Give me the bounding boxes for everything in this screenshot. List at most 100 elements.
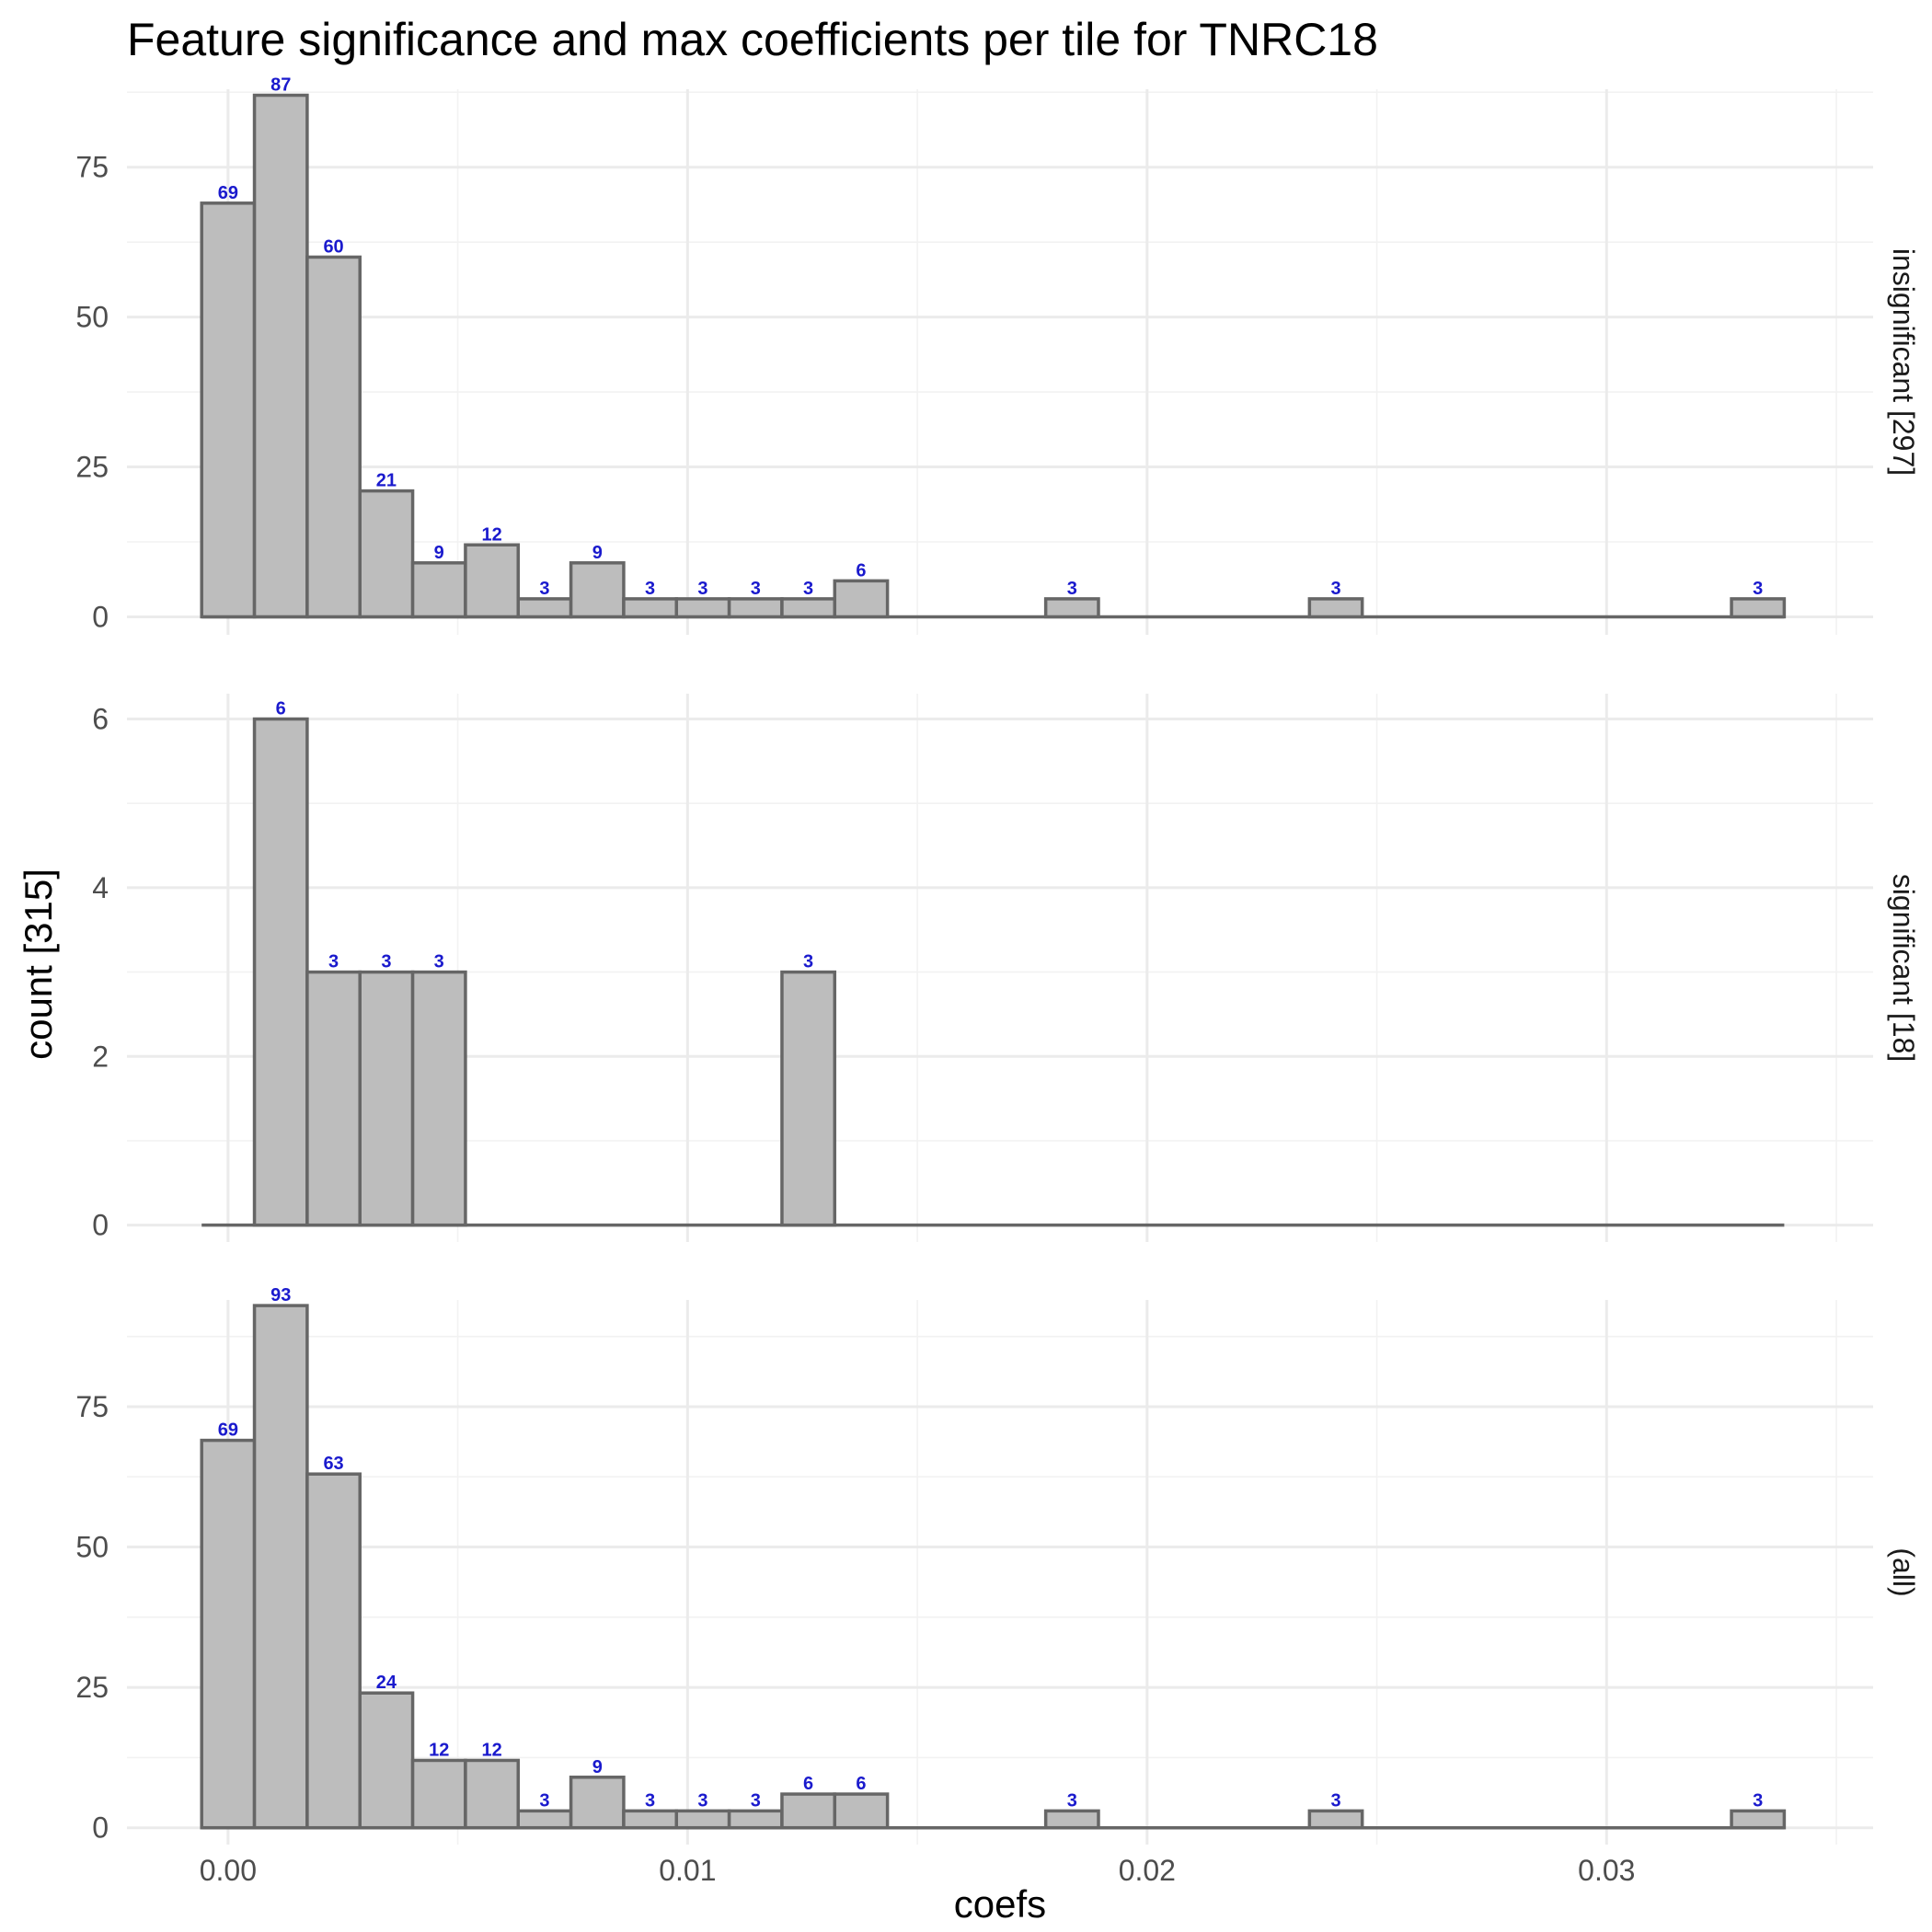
histogram-bar — [1730, 597, 1787, 619]
x-tick-label: 0.00 — [200, 1854, 257, 1887]
y-tick-label: 4 — [92, 871, 109, 904]
histogram-bar — [1043, 597, 1100, 619]
histogram-bar — [569, 1776, 626, 1830]
histogram-bar — [410, 561, 467, 619]
facet-strip-label: significant [18] — [1887, 874, 1920, 1063]
histogram-bar — [410, 970, 467, 1227]
bar-count-label: 21 — [376, 471, 397, 491]
bar-count-label: 87 — [270, 75, 291, 96]
bar-count-label: 3 — [1330, 579, 1340, 599]
histogram-bar — [200, 201, 257, 619]
bar-count-label: 3 — [645, 1790, 655, 1811]
histogram-bar — [780, 970, 837, 1227]
bar-count-label: 93 — [270, 1285, 291, 1305]
bar-count-label: 3 — [539, 1790, 549, 1811]
histogram-bar — [252, 93, 309, 619]
histogram-bar — [1043, 1809, 1100, 1830]
histogram-bar — [358, 970, 415, 1227]
x-tick-label: 0.01 — [659, 1854, 716, 1887]
histogram-bar — [833, 579, 890, 619]
bar-count-label: 3 — [1067, 579, 1077, 599]
histogram-bar — [305, 255, 362, 619]
bar-count-label: 9 — [592, 1757, 603, 1777]
y-tick-label: 50 — [75, 301, 109, 334]
bar-count-label: 9 — [592, 543, 603, 563]
x-axis-ticks: 0.00 0.01 0.02 0.03 — [200, 1854, 1636, 1887]
y-tick-label: 0 — [92, 1209, 109, 1242]
bar-count-label: 3 — [1067, 1790, 1077, 1811]
histogram-bar — [358, 1691, 415, 1830]
bar-count-label: 3 — [803, 952, 813, 972]
bar-count-label: 12 — [481, 524, 501, 545]
histogram-bar — [622, 1809, 679, 1830]
bar-count-label: 6 — [276, 699, 286, 719]
bar-count-label: 69 — [218, 183, 238, 203]
bar-count-label: 3 — [1330, 1790, 1340, 1811]
panel-1: 0 25 50 75 69 87 60 21 9 12 3 9 3 3 3 3 6 3 3 3 insignifican… — [75, 75, 1920, 635]
histogram-bar — [358, 489, 415, 619]
bar-count-label: 12 — [481, 1740, 501, 1760]
bar-count-label: 63 — [323, 1454, 343, 1474]
facet-strip-label: insignificant [297] — [1887, 248, 1920, 476]
bar-count-label: 6 — [856, 560, 866, 581]
histogram-bar — [674, 597, 731, 619]
histogram-bar — [1307, 1809, 1364, 1830]
y-tick-label: 6 — [92, 703, 109, 736]
bar-count-label: 69 — [218, 1420, 238, 1441]
panel-2: 0 2 4 6 6 3 3 3 3 significant [18] — [92, 694, 1920, 1242]
x-tick-label: 0.03 — [1578, 1854, 1635, 1887]
histogram-bar — [674, 1809, 731, 1830]
histogram-bar — [569, 561, 626, 619]
y-tick-label: 25 — [75, 1671, 109, 1704]
x-tick-label: 0.02 — [1119, 1854, 1176, 1887]
y-axis-title: count [315] — [17, 868, 60, 1060]
y-tick-label: 50 — [75, 1531, 109, 1564]
bar-count-label: 6 — [803, 1774, 813, 1794]
bar-count-label: 3 — [697, 1790, 707, 1811]
bar-count-label: 3 — [539, 579, 549, 599]
bar-count-label: 24 — [376, 1673, 397, 1693]
chart-title: Feature significance and max coefficient… — [127, 14, 1378, 65]
histogram-bar — [727, 1809, 784, 1830]
bar-count-label: 3 — [751, 1790, 761, 1811]
bar-count-label: 9 — [434, 543, 444, 563]
histogram-bar — [780, 597, 837, 619]
histogram-bar — [727, 597, 784, 619]
histogram-bar — [516, 597, 573, 619]
y-tick-label: 0 — [92, 600, 109, 633]
histogram-bar — [410, 1758, 467, 1830]
bar-count-label: 3 — [328, 952, 339, 972]
bar-count-label: 3 — [803, 579, 813, 599]
y-tick-label: 2 — [92, 1040, 109, 1073]
facet-strip-label: (all) — [1887, 1547, 1920, 1596]
histogram-bar — [305, 1472, 362, 1830]
y-tick-label: 25 — [75, 451, 109, 484]
histogram-bar — [305, 970, 362, 1227]
histogram-bar — [516, 1809, 573, 1830]
bar-count-label: 3 — [434, 952, 444, 972]
bar-count-label: 60 — [323, 236, 343, 257]
histogram-bar — [252, 1304, 309, 1830]
bar-count-label: 3 — [1753, 579, 1763, 599]
histogram-bar — [1730, 1809, 1787, 1830]
bar-count-label: 3 — [645, 579, 655, 599]
histogram-bar — [780, 1792, 837, 1830]
histogram-bar — [833, 1792, 890, 1830]
histogram-bar — [464, 1758, 521, 1830]
histogram-bar — [252, 717, 309, 1227]
y-tick-label: 75 — [75, 1390, 109, 1423]
histogram-bar — [622, 597, 679, 619]
bar-count-label: 3 — [697, 579, 707, 599]
bar-count-label: 3 — [381, 952, 391, 972]
histogram-bar — [200, 1438, 257, 1830]
y-tick-label: 75 — [75, 151, 109, 184]
bar-count-label: 6 — [856, 1774, 866, 1794]
x-axis-title: coefs — [954, 1882, 1046, 1926]
bar-count-label: 3 — [1753, 1790, 1763, 1811]
histogram-bar — [1307, 597, 1364, 619]
y-tick-label: 0 — [92, 1811, 109, 1845]
bar-count-label: 3 — [751, 579, 761, 599]
